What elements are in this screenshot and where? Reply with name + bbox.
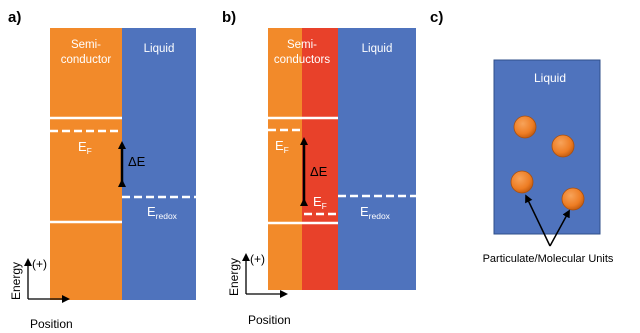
- liquid-region: [338, 28, 416, 290]
- position-axis-label: Position: [30, 317, 73, 331]
- pointer-arrow: [549, 209, 570, 247]
- panel-b: b) Semi- conductors Liquid ΔE EF EF Ered…: [222, 9, 416, 327]
- liquid-label: Liquid: [144, 43, 175, 55]
- semiconductors-label-line1: Semi-: [287, 39, 317, 51]
- pointer-arrow: [525, 194, 551, 247]
- energy-axis-label: Energy: [9, 262, 23, 300]
- semiconductor-2-region: [302, 28, 338, 290]
- redox-level-label: Eredox: [147, 204, 178, 221]
- position-axis-label: Position: [248, 313, 291, 327]
- delta-e-label: ΔE: [310, 164, 328, 179]
- panel-c: c) Liquid Particulate/Molecular Units: [430, 9, 614, 265]
- particle: [510, 170, 534, 194]
- fermi-level-2-label: EF: [313, 194, 327, 211]
- semiconductors-label-line2: conductors: [274, 54, 331, 66]
- particle: [513, 115, 537, 139]
- particle-caption: Particulate/Molecular Units: [483, 253, 614, 265]
- positive-marker: (+): [32, 257, 47, 271]
- panel-b-label: b): [222, 9, 236, 26]
- semiconductor-region: [50, 28, 122, 300]
- semiconductor-label-line2: conductor: [61, 54, 112, 66]
- particle: [551, 134, 575, 158]
- particle: [561, 187, 585, 211]
- semiconductor-1-region: [268, 28, 302, 290]
- positive-marker: (+): [250, 252, 265, 266]
- liquid-box: [493, 59, 601, 235]
- energy-axis-label: Energy: [227, 258, 241, 296]
- panel-a: a) Semi- conductor Liquid ΔE EF Eredox (…: [8, 9, 196, 331]
- semiconductor-label-line1: Semi-: [71, 39, 101, 51]
- panel-c-label: c): [430, 9, 443, 26]
- liquid-label: Liquid: [534, 71, 566, 85]
- delta-e-label: ΔE: [128, 154, 146, 169]
- liquid-label: Liquid: [362, 43, 393, 55]
- fermi-level-1-label: EF: [275, 138, 289, 155]
- redox-level-label: Eredox: [360, 204, 391, 221]
- liquid-region: [122, 28, 196, 300]
- fermi-level-label: EF: [78, 139, 92, 156]
- panel-a-label: a): [8, 9, 21, 26]
